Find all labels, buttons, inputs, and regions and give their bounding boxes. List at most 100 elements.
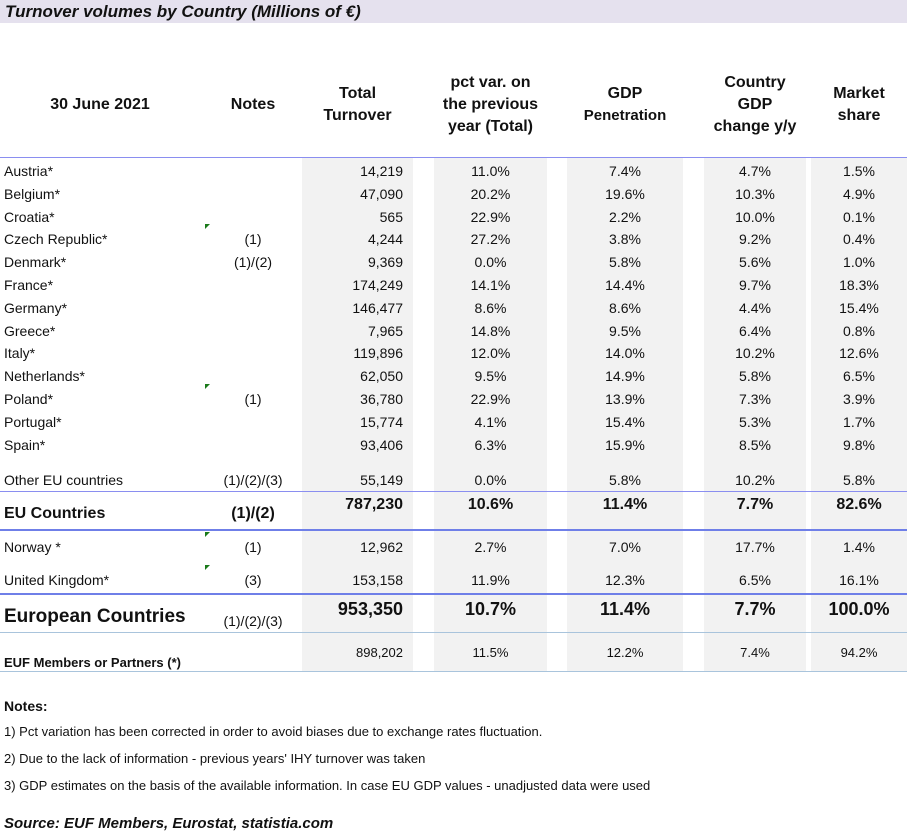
row-country: Austria* <box>4 163 54 179</box>
gdp-penetration-value: 5.8% <box>609 254 641 271</box>
row-country: Greece* <box>4 322 56 339</box>
market-share-value: 12.6% <box>839 345 879 362</box>
comment-indicator-icon[interactable] <box>205 224 210 230</box>
total-turnover-value: 15,774 <box>360 413 403 430</box>
row-country: Portugal* <box>4 413 62 430</box>
pct-var-value: 14.8% <box>470 322 511 339</box>
comment-indicator-icon[interactable] <box>205 532 210 537</box>
gdp-change-value: 10.3% <box>735 185 775 202</box>
divider <box>0 157 907 158</box>
market-share-value: 0.4% <box>843 231 875 248</box>
total-turnover-value: 36,780 <box>360 391 403 407</box>
gdp-change-value: 9.7% <box>739 277 771 293</box>
market-share-value: 94.2% <box>840 645 878 660</box>
gdp-change-value: 7.3% <box>739 391 771 407</box>
divider <box>0 491 907 492</box>
total-turnover-value: 146,477 <box>352 299 403 316</box>
row-country: Belgium* <box>4 185 61 202</box>
total-turnover-value: 565 <box>379 208 403 225</box>
pct-var-value: 11.9% <box>471 572 510 588</box>
gdp-penetration-value: 11.4% <box>599 599 651 619</box>
column-shade <box>811 158 907 672</box>
pct-var-value: 27.2% <box>470 231 511 248</box>
gdp-change-value: 6.4% <box>739 322 771 339</box>
header-line: change y/y <box>713 118 797 135</box>
header-date-text: 30 June 2021 <box>50 96 150 113</box>
pct-var-value: 10.6% <box>467 496 514 513</box>
pct-var-value: 8.6% <box>474 299 507 316</box>
gdp-change-value: 10.0% <box>735 208 775 225</box>
note-line: 2) Due to the lack of information - prev… <box>4 751 426 766</box>
gdp-penetration-value: 19.6% <box>605 185 645 202</box>
gdp-change-value: 5.6% <box>739 254 771 271</box>
note-line: 3) GDP estimates on the basis of the ava… <box>4 778 651 793</box>
pct-var-value: 6.3% <box>474 436 507 453</box>
gdp-change-value: 6.5% <box>739 572 771 588</box>
total-turnover-value: 55,149 <box>360 472 403 488</box>
divider <box>0 529 907 531</box>
gdp-penetration-value: 12.2% <box>606 645 644 660</box>
row-country: Other EU countries <box>4 472 124 488</box>
gdp-penetration-value: 11.4% <box>602 496 648 513</box>
divider <box>0 671 907 672</box>
row-notes: (1) <box>244 539 262 555</box>
column-shade <box>302 158 413 672</box>
pct-var-value: 4.1% <box>474 413 507 430</box>
row-country: Norway * <box>4 539 61 555</box>
market-share-value: 4.9% <box>843 185 875 202</box>
row-notes: (1)/(2)/(3) <box>223 472 283 488</box>
source-text: Source: EUF Members, Eurostat, statistia… <box>4 815 334 832</box>
pct-var-value: 10.7% <box>464 599 517 619</box>
gdp-change-value: 8.5% <box>739 436 771 453</box>
column-shade <box>567 158 683 672</box>
gdp-penetration-value: 7.4% <box>609 163 641 179</box>
pct-var-value: 9.5% <box>474 368 507 385</box>
row-notes: (3) <box>244 572 262 588</box>
gdp-penetration-value: 12.3% <box>605 572 645 588</box>
header-notes-text: Notes <box>230 96 276 113</box>
market-share-value: 1.4% <box>843 539 875 555</box>
total-turnover-value: 14,219 <box>360 163 403 179</box>
total-turnover-value: 953,350 <box>337 599 403 619</box>
header-line: GDP <box>607 85 643 102</box>
header-line: the previous <box>442 96 539 113</box>
total-turnover-value: 119,896 <box>353 345 403 362</box>
header-line: Market <box>833 85 885 102</box>
market-share-value: 15.4% <box>839 299 879 316</box>
pct-var-value: 0.0% <box>474 254 507 271</box>
header-line: pct var. on <box>450 74 531 91</box>
gdp-penetration-value: 7.0% <box>609 539 641 555</box>
market-share-value: 1.0% <box>843 254 875 271</box>
row-notes: (1)/(2) <box>233 254 273 271</box>
divider <box>0 632 907 633</box>
gdp-penetration-value: 3.8% <box>609 231 641 248</box>
pct-var-value: 2.7% <box>474 539 507 555</box>
row-country: Spain* <box>4 436 46 453</box>
row-country: Italy* <box>4 345 36 362</box>
gdp-penetration-value: 14.9% <box>605 368 645 385</box>
gdp-change-value: 5.3% <box>739 413 771 430</box>
header-line: Turnover <box>323 107 392 124</box>
comment-indicator-icon[interactable] <box>205 565 210 570</box>
row-country: Netherlands* <box>4 368 85 385</box>
total-turnover-value: 62,050 <box>360 368 403 385</box>
total-turnover-value: 12,962 <box>360 539 403 555</box>
market-share-value: 100.0% <box>828 599 890 619</box>
header-line: Penetration <box>583 107 667 124</box>
row-notes: (1) <box>244 391 262 407</box>
header-notes: Notes <box>204 60 302 150</box>
row-notes: (1)/(2)/(3) <box>223 613 283 629</box>
report-title: Turnover volumes by Country (Millions of… <box>0 0 907 23</box>
gdp-change-value: 7.4% <box>740 645 770 660</box>
row-country: Germany* <box>4 299 68 316</box>
pct-var-value: 12.0% <box>470 345 511 362</box>
header-line: Country <box>724 74 786 91</box>
gdp-penetration-value: 2.2% <box>609 208 641 225</box>
comment-indicator-icon[interactable] <box>205 384 210 389</box>
pct-var-value: 22.9% <box>470 391 511 407</box>
market-share-value: 18.3% <box>839 277 879 293</box>
header-market-share: Market share <box>811 60 907 150</box>
gdp-penetration-value: 15.9% <box>605 436 645 453</box>
pct-var-value: 11.5% <box>472 645 509 660</box>
